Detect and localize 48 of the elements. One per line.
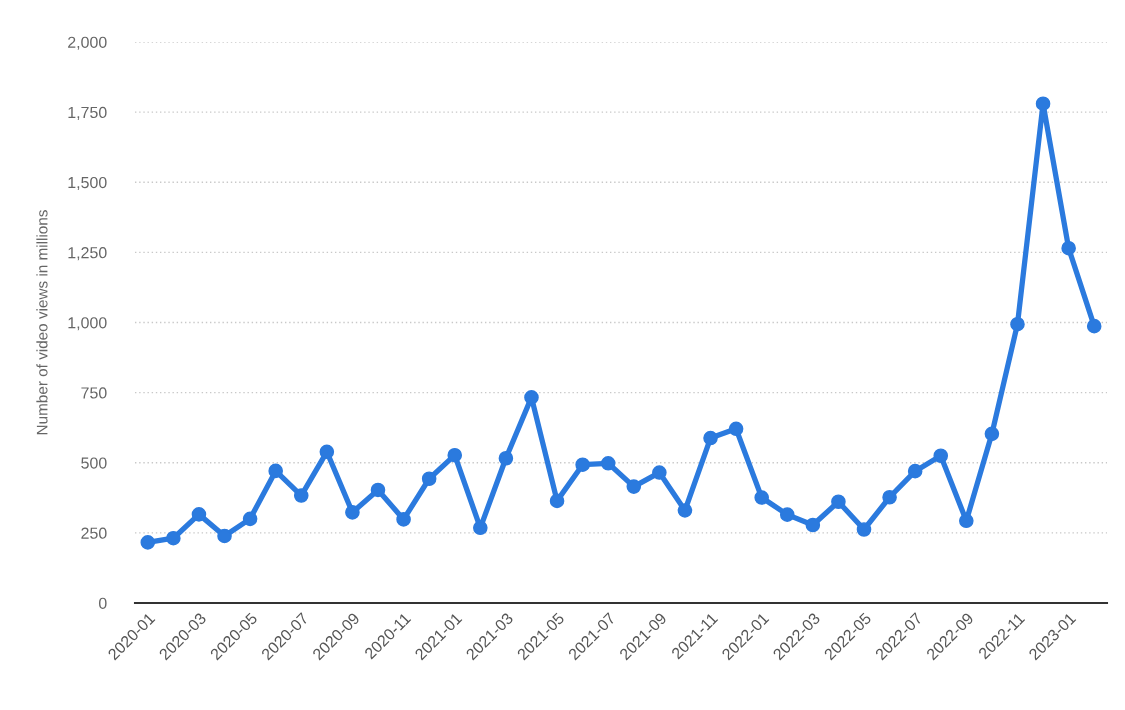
point [779, 507, 795, 522]
point [447, 447, 463, 463]
point [370, 482, 386, 498]
point [984, 426, 1000, 442]
point [677, 503, 693, 518]
point [1010, 316, 1025, 332]
point [242, 511, 258, 527]
point [524, 390, 539, 405]
point [652, 465, 667, 480]
point [268, 463, 283, 479]
y-tick-label: 500 [81, 457, 107, 469]
y-tick-label: 250 [81, 527, 107, 539]
point [831, 494, 846, 510]
y-tick-label: 1,750 [68, 106, 107, 120]
point [191, 507, 207, 522]
y-tick-label: 0 [98, 597, 107, 609]
point [140, 535, 156, 550]
point [293, 488, 309, 503]
point [319, 444, 335, 460]
point [421, 471, 437, 487]
point [549, 493, 565, 509]
y-tick-label: 2,000 [68, 36, 107, 50]
y-tick-label: 1,250 [68, 247, 107, 261]
point [1035, 96, 1051, 112]
point [907, 463, 923, 479]
point [498, 450, 514, 466]
point [856, 522, 872, 537]
point [805, 517, 821, 533]
point [933, 448, 949, 464]
point [473, 520, 488, 536]
y-axis-title: Number of video views in millions [36, 210, 48, 435]
point [703, 430, 718, 446]
y-tick-label: 1,000 [68, 317, 107, 331]
point [728, 421, 744, 437]
point [575, 457, 590, 473]
point [959, 513, 974, 529]
point [396, 512, 411, 527]
point [754, 490, 769, 505]
point [345, 505, 360, 520]
y-tick-label: 750 [81, 387, 107, 399]
point [882, 489, 897, 505]
point [1086, 318, 1102, 334]
point [1061, 240, 1076, 256]
point [166, 530, 181, 546]
point [217, 528, 232, 544]
point [626, 479, 642, 494]
point [600, 456, 616, 471]
y-tick-label: 1,500 [68, 176, 107, 191]
